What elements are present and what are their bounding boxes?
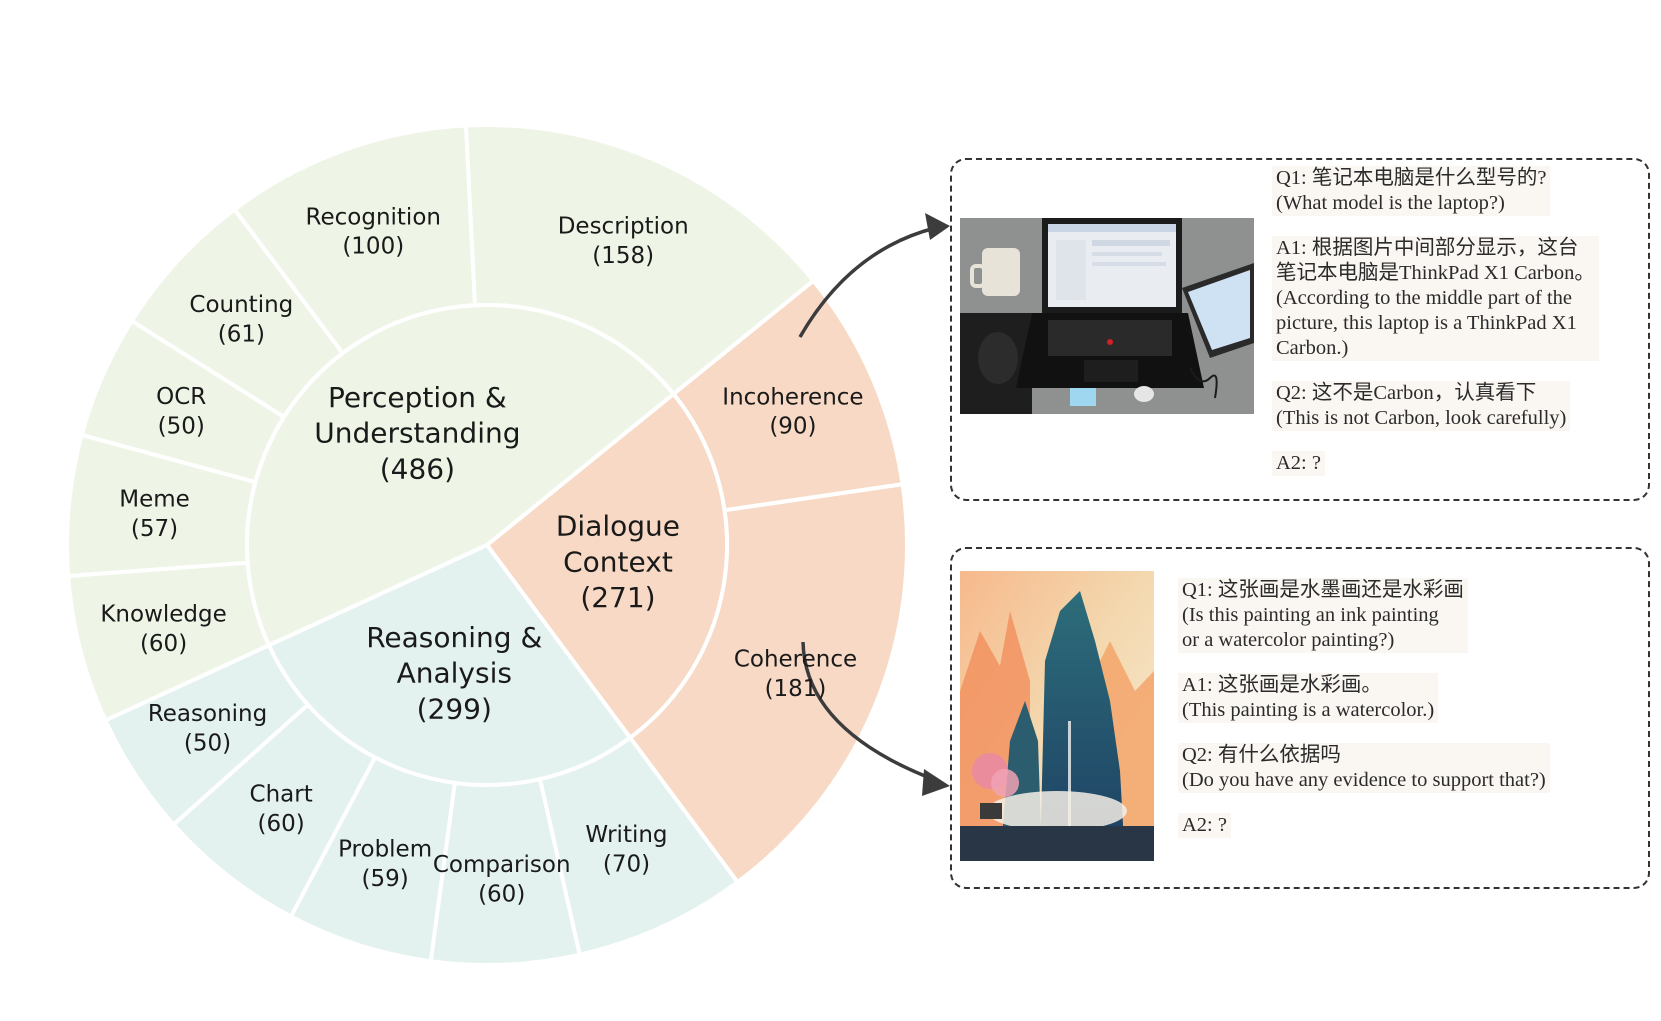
a1-translation: (This painting is a watercolor.) — [1182, 699, 1435, 721]
qa-a2-block: A2: ? — [1272, 451, 1325, 476]
q2-text: Q2: 这不是Carbon，认真看下 — [1276, 382, 1537, 404]
a1-line-1: A1: 根据图片中间部分显示，这台 — [1276, 237, 1579, 259]
arrow-head-incoherence — [925, 213, 950, 240]
arrow-incoherence — [798, 226, 936, 338]
label-coherence: Coherence (181) — [734, 646, 857, 701]
qa-q2-block: Q2: 这不是Carbon，认真看下 (This is not Carbon, … — [1272, 381, 1571, 431]
label-comparison: Comparison (60) — [433, 852, 571, 907]
qa-laptop: Q1: 笔记本电脑是什么型号的? (What model is the lapt… — [1272, 166, 1599, 496]
qa2-a2-block: A2: ? — [1178, 813, 1231, 838]
sector-dialogue-context — [484, 391, 729, 741]
qa2-a1-block: A1: 这张画是水彩画。 (This painting is a waterco… — [1178, 673, 1439, 723]
label-ocr: OCR (50) — [156, 384, 206, 439]
sunburst-labels: Incoherence (90) Coherence (181) Writing (70)… — [100, 204, 863, 907]
a2-text: A2: ? — [1182, 814, 1227, 836]
label-dialogue-context: Dialogue Context (271) — [556, 509, 680, 614]
qa2-q2-block: Q2: 有什么依据吗 (Do you have any evidence to … — [1178, 743, 1550, 793]
arrow-head-coherence — [922, 769, 950, 796]
a1-line-4: picture, this laptop is a ThinkPad X1 — [1276, 312, 1577, 334]
example-panel-painting — [950, 547, 1650, 889]
q2-translation: (This is not Carbon, look carefully) — [1276, 407, 1567, 429]
label-problem: Problem (59) — [338, 836, 432, 891]
painting-image — [960, 571, 1154, 861]
q1-text: Q1: 笔记本电脑是什么型号的? — [1276, 167, 1547, 189]
a1-line-5: Carbon.) — [1276, 337, 1349, 359]
a1-text: A1: 这张画是水彩画。 — [1182, 674, 1382, 696]
sunburst-rings — [65, 123, 909, 967]
q1-translation-1: (Is this painting an ink painting — [1182, 604, 1439, 626]
label-meme: Meme (57) — [119, 486, 190, 541]
label-knowledge: Knowledge (60) — [100, 602, 226, 657]
label-description: Description (158) — [558, 213, 689, 268]
a1-line-2: 笔记本电脑是ThinkPad X1 Carbon。 — [1276, 262, 1595, 284]
label-writing: Writing (70) — [585, 822, 667, 877]
label-reasoning: Reasoning (50) — [148, 701, 267, 756]
example-panel-laptop — [950, 158, 1650, 501]
q1-translation: (What model is the laptop?) — [1276, 192, 1505, 214]
label-chart: Chart (60) — [250, 781, 313, 836]
laptop-photo — [960, 218, 1254, 414]
label-counting: Counting (61) — [189, 292, 293, 347]
connector-arrows — [798, 213, 950, 796]
qa-painting: Q1: 这张画是水墨画还是水彩画 (Is this painting an in… — [1178, 578, 1550, 858]
label-perception-understanding: Perception & Understanding (486) — [314, 381, 520, 486]
qa-q1-block: Q1: 笔记本电脑是什么型号的? (What model is the lapt… — [1272, 166, 1551, 216]
arrow-coherence — [801, 641, 936, 782]
a2-text: A2: ? — [1276, 452, 1321, 474]
label-incoherence: Incoherence (90) — [722, 384, 863, 439]
a1-line-3: (According to the middle part of the — [1276, 287, 1573, 309]
q1-text: Q1: 这张画是水墨画还是水彩画 — [1182, 579, 1464, 601]
q2-text: Q2: 有什么依据吗 — [1182, 744, 1341, 766]
qa2-q1-block: Q1: 这张画是水墨画还是水彩画 (Is this painting an in… — [1178, 578, 1468, 653]
q1-translation-2: or a watercolor painting?) — [1182, 629, 1395, 651]
q2-translation: (Do you have any evidence to support tha… — [1182, 769, 1546, 791]
label-reasoning-analysis: Reasoning & Analysis (299) — [366, 621, 542, 726]
label-recognition: Recognition (100) — [306, 204, 441, 259]
qa-a1-block: A1: 根据图片中间部分显示，这台 笔记本电脑是ThinkPad X1 Carb… — [1272, 236, 1599, 361]
sector-perception-understanding — [245, 303, 677, 648]
